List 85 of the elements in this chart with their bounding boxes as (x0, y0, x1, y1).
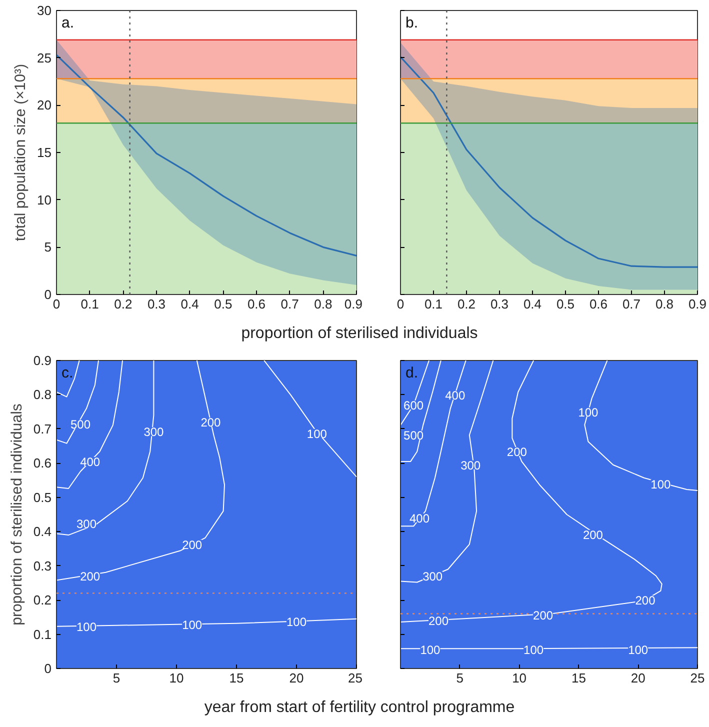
x-tick-label: 25 (690, 670, 705, 686)
annotation: 300 (76, 517, 97, 532)
x-tick-label: 0.3 (490, 296, 509, 312)
annotation: 100 (578, 405, 599, 420)
x-tick-label: 0.1 (80, 296, 99, 312)
y-axis-title: total population size (×10³) (12, 64, 30, 242)
y-tick-label: 0.1 (33, 626, 52, 642)
annotation: 200 (506, 445, 528, 460)
x-tick-label: 0.4 (523, 296, 542, 312)
y-tick-label: 0.3 (33, 558, 52, 574)
annotation: 400 (445, 388, 466, 403)
annotation: a. (62, 14, 74, 32)
annotation: 500 (404, 428, 424, 443)
line-series (264, 360, 356, 478)
annotation: 100 (76, 620, 97, 634)
y-tick-label: 10 (37, 192, 52, 208)
x-tick-label: 0.8 (655, 296, 674, 312)
x-tick-label: 10 (512, 670, 527, 686)
annotation: 200 (533, 608, 554, 622)
x-tick-label: 5 (456, 670, 464, 686)
annotation: 300 (422, 569, 443, 584)
y-axis-title: proportion of sterilised individuals (8, 404, 26, 626)
annotation: c. (62, 364, 74, 382)
y-tick-label: 0.5 (33, 490, 52, 505)
annotation: 100 (650, 478, 672, 492)
y-tick-label: 0.4 (33, 524, 52, 540)
y-tick-label: 30 (37, 3, 52, 18)
x-tick-label: 20 (630, 670, 646, 686)
y-tick-label: 0.7 (33, 421, 52, 436)
annotation: 300 (460, 458, 481, 472)
y-tick-label: 0 (44, 287, 52, 302)
y-tick-label: 0.6 (33, 456, 52, 471)
y-tick-label: 25 (37, 50, 52, 66)
line-series (56, 360, 123, 489)
annotation: 200 (182, 538, 202, 552)
x-tick-label: 0.7 (622, 296, 641, 312)
x-axis-title: proportion of sterilised individuals (241, 324, 478, 344)
line-series (56, 360, 80, 398)
x-tick-label: 0.5 (214, 296, 232, 312)
x-tick-label: 15 (229, 670, 244, 686)
x-tick-label: 5 (112, 670, 120, 686)
x-tick-label: 0.9 (344, 296, 363, 312)
annotation: 200 (200, 416, 222, 430)
y-tick-label: 0.9 (33, 353, 52, 368)
x-tick-label: 0.7 (280, 296, 299, 312)
y-tick-label: 5 (44, 240, 52, 255)
x-tick-label: 0.6 (589, 296, 608, 312)
x-tick-label: 15 (571, 670, 586, 686)
y-tick-label: 20 (37, 98, 52, 113)
line-series (56, 360, 99, 444)
x-tick-label: 0.2 (457, 296, 476, 312)
y-tick-label: 0 (44, 661, 52, 676)
annotation: 100 (524, 643, 544, 658)
annotation: 100 (306, 426, 328, 441)
annotation: 200 (428, 614, 449, 628)
x-tick-label: 0.5 (556, 296, 575, 312)
x-tick-label: 0.8 (314, 296, 332, 312)
annotation: 200 (582, 528, 604, 542)
x-tick-label: 0.3 (147, 296, 166, 312)
x-tick-label: 0.1 (424, 296, 443, 312)
x-tick-label: 0.2 (114, 296, 132, 312)
line-series (56, 54, 356, 256)
annotation: 100 (420, 643, 441, 658)
annotation: 200 (80, 570, 100, 584)
annotation: 600 (404, 398, 424, 412)
annotation: 500 (70, 418, 91, 432)
annotation: 100 (628, 643, 648, 658)
y-tick-label: 0.8 (33, 387, 52, 402)
x-tick-label: 0.4 (180, 296, 199, 312)
annotation: 300 (144, 425, 164, 440)
x-axis-title: year from start of fertility control programme (204, 698, 515, 718)
x-tick-label: 20 (289, 670, 304, 686)
x-tick-label: 0.9 (688, 296, 707, 312)
annotation: d. (406, 364, 418, 382)
y-tick-label: 0.2 (33, 592, 52, 608)
annotation: 400 (80, 454, 100, 469)
annotation: 100 (182, 618, 202, 632)
x-tick-label: 25 (348, 670, 363, 686)
annotation: 400 (409, 511, 430, 526)
x-tick-label: 10 (169, 670, 184, 686)
x-tick-label: 0.6 (247, 296, 266, 312)
x-tick-label: 0 (396, 296, 404, 312)
annotation: b. (406, 14, 418, 32)
line-series (56, 360, 225, 581)
y-tick-label: 15 (37, 145, 52, 160)
